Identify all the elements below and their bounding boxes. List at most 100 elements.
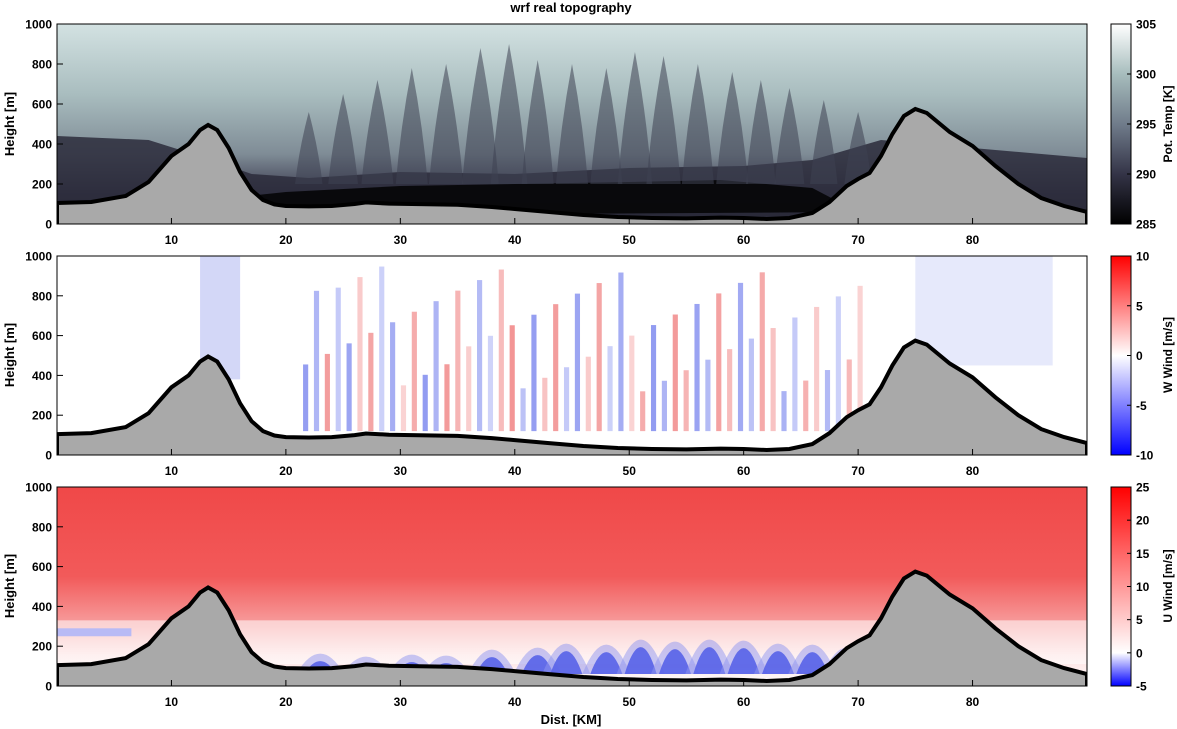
- x-tick-label: 10: [165, 464, 179, 478]
- x-tick-label: 40: [508, 464, 522, 478]
- w-stripe: [324, 353, 330, 432]
- y-tick-label: 400: [32, 369, 52, 383]
- reverse-flow-halo: [719, 640, 768, 675]
- w-stripe: [748, 338, 754, 432]
- terrain: [57, 106, 1087, 224]
- colorbar-ticks: 285 290 295 300 305: [1127, 18, 1156, 232]
- x-tick-label: 60: [737, 464, 751, 478]
- w-stripe: [781, 391, 787, 432]
- plume: [646, 56, 681, 184]
- colorbar-tick-label: -10: [1136, 449, 1154, 463]
- w-stripe: [640, 391, 646, 432]
- w-stripe: [531, 314, 537, 432]
- colorbar-tick-label: 5: [1136, 299, 1143, 313]
- w-stripe: [672, 314, 678, 432]
- colorbar-tick-label: 15: [1136, 547, 1150, 561]
- w-stripe: [803, 380, 809, 432]
- plume: [521, 60, 554, 184]
- y-tick-label: 200: [32, 409, 52, 423]
- y-tick-label: 800: [32, 58, 52, 72]
- plume: [774, 88, 805, 184]
- plume: [617, 52, 653, 184]
- w-stripe: [716, 293, 722, 432]
- w-stripe: [727, 349, 733, 432]
- reverse-flow-halo: [616, 639, 665, 675]
- terrain: [57, 569, 1087, 686]
- w-stripe: [422, 374, 428, 432]
- plot-frame: [56, 255, 1088, 456]
- reverse-flow-halo: [753, 643, 803, 675]
- w-stripe: [585, 356, 591, 432]
- plume: [745, 80, 776, 184]
- plume: [295, 112, 323, 184]
- terrain: [57, 338, 1087, 455]
- x-ticks: 10 20 30 40 50 60 70 80: [165, 449, 980, 478]
- panel-potential-temperature: 0 200 400 600 800 1000 10 20 30 40 50 60 70 80 Heigh…: [2, 18, 1175, 248]
- w-stripe: [683, 370, 689, 432]
- y-tick-label: 600: [32, 98, 52, 112]
- x-tick-label: 50: [623, 464, 637, 478]
- plot-frame: [56, 23, 1088, 225]
- w-stripe: [563, 367, 570, 432]
- x-tick-label: 20: [279, 233, 293, 247]
- w-stripe: [433, 301, 439, 432]
- plume: [844, 112, 872, 184]
- y-tick-label: 0: [45, 680, 52, 694]
- reverse-flow-halo: [685, 639, 734, 675]
- w-stripe: [629, 335, 635, 432]
- w-stripe: [694, 303, 700, 432]
- colorbar-label: U Wind [m/s]: [1161, 549, 1175, 622]
- x-tick-label: 80: [966, 233, 980, 247]
- x-tick-label: 30: [394, 695, 408, 709]
- x-tick-label: 30: [394, 464, 408, 478]
- colorbar-tick-label: 10: [1136, 250, 1150, 264]
- w-stripe: [661, 380, 667, 432]
- y-axis-label: Height [m]: [2, 554, 17, 618]
- colorbar-label: W Wind [m/s]: [1161, 317, 1175, 393]
- plume: [428, 64, 464, 184]
- w-stripe: [390, 322, 396, 432]
- plume: [716, 72, 749, 184]
- x-tick-label: 70: [851, 464, 865, 478]
- x-tick-label: 70: [851, 695, 865, 709]
- figure-title: wrf real topography: [509, 0, 632, 15]
- w-stripe: [857, 285, 863, 432]
- y-axis-label: Height [m]: [2, 323, 17, 387]
- x-tick-label: 50: [623, 233, 637, 247]
- downdraft-zone: [915, 256, 1053, 366]
- plume: [490, 44, 528, 184]
- x-tick-label: 30: [394, 233, 408, 247]
- w-stripe: [737, 282, 744, 432]
- w-stripe: [498, 269, 504, 432]
- w-stripe: [477, 280, 483, 432]
- colorbar-label: Pot. Temp [K]: [1161, 85, 1175, 162]
- x-ticks: 10 20 30 40 50 60 70 80: [165, 218, 980, 247]
- y-tick-label: 1000: [25, 250, 52, 264]
- w-stripe: [596, 283, 602, 432]
- y-tick-label: 400: [32, 138, 52, 152]
- reverse-flow-halo: [650, 641, 700, 675]
- y-ticks: 0 200 400 600 800 1000: [25, 481, 63, 694]
- w-stripe: [455, 290, 461, 432]
- w-stripe: [759, 272, 765, 432]
- y-tick-label: 600: [32, 560, 52, 574]
- plume: [328, 94, 358, 184]
- colorbar-ticks: -5 0 5 10 15 20 25: [1127, 481, 1150, 694]
- colorbar-tick-label: 25: [1136, 481, 1150, 495]
- plot-frame: [56, 486, 1088, 687]
- x-tick-label: 80: [966, 464, 980, 478]
- x-tick-label: 50: [623, 695, 637, 709]
- colorbar-tick-label: 10: [1136, 580, 1150, 594]
- colorbar-tick-label: 300: [1136, 68, 1156, 82]
- plume: [810, 100, 838, 184]
- plume: [361, 80, 394, 184]
- plume: [555, 64, 589, 184]
- x-tick-label: 20: [279, 695, 293, 709]
- x-tick-label: 40: [508, 233, 522, 247]
- w-stripe: [618, 272, 624, 432]
- w-stripe: [542, 377, 548, 432]
- w-stripe: [487, 335, 494, 432]
- w-stripe: [303, 364, 309, 432]
